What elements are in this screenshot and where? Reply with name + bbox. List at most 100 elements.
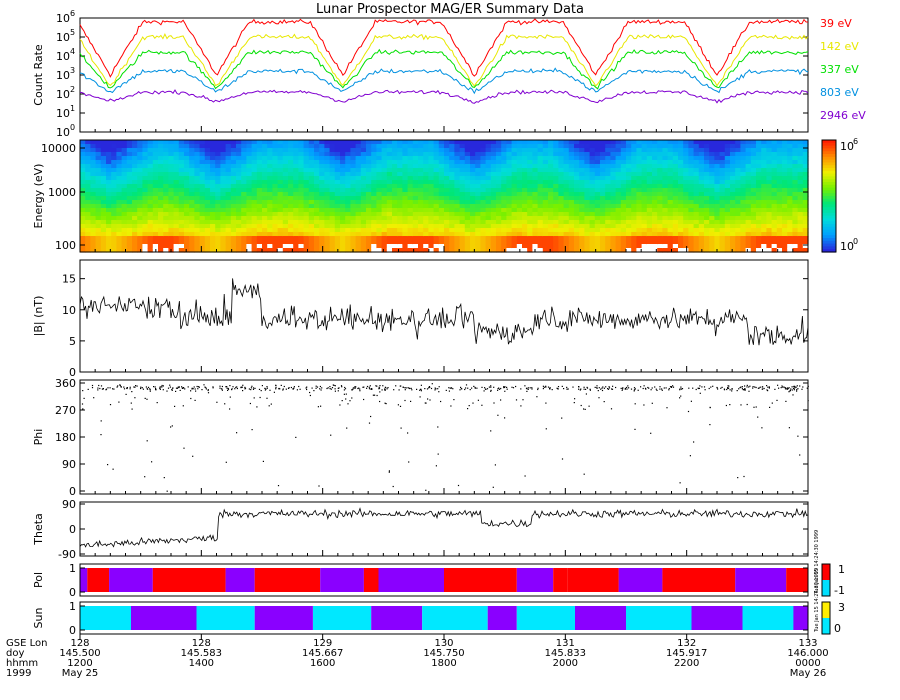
spectrogram-cell [735, 152, 741, 157]
phi-point [672, 386, 675, 388]
spectrogram-cell [693, 204, 700, 209]
spectrogram-cell [173, 244, 180, 249]
spectrogram-cell [475, 160, 481, 165]
spectrogram-cell [241, 160, 247, 165]
phi-point [749, 385, 751, 387]
spectrogram-cell [111, 160, 117, 165]
spectrogram-cell [787, 172, 793, 177]
spectrogram-cell [449, 208, 455, 213]
phi-point [166, 390, 168, 392]
phi-point [786, 388, 788, 390]
phi-point [386, 388, 388, 390]
spectrogram-cell [163, 180, 169, 185]
spectrogram-cell [626, 244, 632, 249]
spectrogram-cell [698, 212, 705, 217]
spectrogram-cell [90, 140, 97, 145]
spectrogram-cell [485, 216, 492, 221]
spectrogram-cell [532, 156, 539, 161]
spectrogram-cell [537, 204, 544, 209]
spectrogram-cell [381, 188, 388, 193]
phi-point [603, 387, 605, 389]
spectrogram-cell [381, 152, 388, 157]
spectrogram-cell [756, 224, 762, 229]
spectrogram-cell [636, 140, 643, 145]
spectrogram-cell [724, 188, 731, 193]
spectrogram-cell [776, 224, 783, 229]
spectrogram-cell [464, 180, 471, 185]
spectrogram-cell [693, 240, 700, 245]
spectrogram-cell [792, 244, 799, 249]
spectrogram-cell [256, 228, 263, 233]
spectrogram-cell [579, 200, 585, 205]
spectrogram-cell [246, 240, 253, 245]
spectrogram-cell [761, 152, 767, 157]
spectrogram-cell [350, 180, 357, 185]
phi-point [728, 385, 730, 387]
spectrogram-cell [277, 228, 284, 233]
spectrogram-cell [168, 152, 175, 157]
spectrogram-cell [678, 160, 684, 165]
spectrogram-cell [251, 140, 258, 145]
spectrogram-cell [236, 152, 242, 157]
spectrogram-cell [100, 148, 107, 153]
spectrogram-cell [168, 172, 175, 177]
phi-point [337, 387, 339, 389]
spectrogram-cell [516, 160, 523, 165]
spectrogram-cell [506, 156, 513, 161]
spectrogram-cell [776, 168, 783, 173]
spectrogram-cell [215, 184, 221, 189]
spectrogram-cell [80, 200, 86, 205]
field-tick-label: 10 [62, 304, 76, 317]
spectrogram-cell [662, 180, 669, 185]
spectrogram-cell [329, 228, 336, 233]
spectrogram-cell [381, 144, 388, 149]
phi-point [807, 385, 809, 387]
spectrogram-cell [355, 216, 362, 221]
spectrogram-cell [688, 148, 695, 153]
spectrogram-cell [152, 184, 159, 189]
spectrogram-cell [329, 180, 336, 185]
spectrogram-cell [100, 208, 107, 213]
spectrogram-cell [412, 176, 419, 181]
spectrogram-cell [568, 172, 575, 177]
spectrogram-cell [600, 184, 606, 189]
spectrogram-cell [194, 184, 201, 189]
spectrogram-cell [184, 204, 190, 209]
spectrogram-cell [210, 144, 216, 149]
spectrogram-cell [329, 212, 336, 217]
colorbar-cell [822, 238, 836, 242]
spectrogram-cell [168, 156, 175, 161]
spectrogram-cell [334, 176, 341, 181]
phi-point [598, 397, 600, 399]
spectrogram-cell [574, 248, 580, 253]
spectrogram-cell [527, 168, 533, 173]
spectrogram-cell [516, 184, 523, 189]
spectrogram-cell [256, 240, 263, 245]
phi-point [368, 388, 371, 390]
spectrogram-cell [459, 232, 466, 237]
spectrogram-cell [537, 192, 544, 197]
spectrogram-cell [704, 176, 710, 181]
spectrogram-cell [724, 160, 731, 165]
spectrogram-cell [251, 232, 258, 237]
spectrogram-cell [360, 192, 367, 197]
spectrogram-cell [126, 188, 133, 193]
phi-point [793, 389, 795, 391]
spectrogram-cell [589, 216, 596, 221]
spectrogram-cell [776, 216, 783, 221]
spectrogram-cell [402, 212, 409, 217]
spectrogram-cell [293, 220, 299, 225]
spectrogram-cell [563, 204, 570, 209]
spectrogram-cell [470, 236, 476, 241]
spectrogram-cell [776, 220, 783, 225]
spectrogram-cell [126, 144, 133, 149]
spectrogram-cell [85, 216, 91, 221]
spectrogram-cell [568, 228, 575, 233]
spectrogram-cell [761, 188, 767, 193]
phi-point [388, 470, 390, 472]
spectrogram-cell [797, 232, 804, 237]
spectrogram-cell [376, 192, 383, 197]
spectrogram-cell [527, 160, 533, 165]
spectrogram-cell [496, 220, 502, 225]
spectrogram-cell [641, 232, 648, 237]
